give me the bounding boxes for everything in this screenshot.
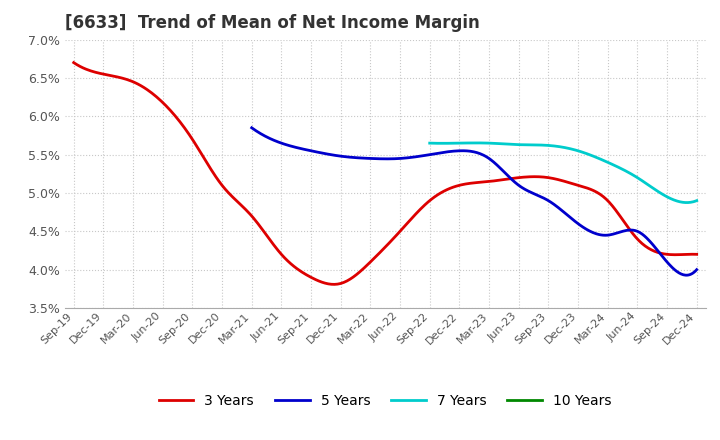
7 Years xyxy=(532,142,541,147)
7 Years xyxy=(693,198,701,203)
3 Years xyxy=(463,181,472,187)
3 Years xyxy=(316,279,325,284)
3 Years xyxy=(272,246,281,251)
7 Years xyxy=(594,156,603,161)
3 Years xyxy=(330,282,339,287)
7 Years xyxy=(620,168,629,173)
5 Years xyxy=(693,267,701,272)
5 Years xyxy=(527,190,536,195)
3 Years xyxy=(693,252,701,257)
Line: 7 Years: 7 Years xyxy=(430,143,697,202)
Line: 5 Years: 5 Years xyxy=(252,128,697,275)
5 Years xyxy=(571,219,580,224)
5 Years xyxy=(423,152,432,158)
5 Years xyxy=(392,156,401,161)
3 Years xyxy=(523,174,532,180)
Legend: 3 Years, 5 Years, 7 Years, 10 Years: 3 Years, 5 Years, 7 Years, 10 Years xyxy=(153,389,617,414)
7 Years xyxy=(513,142,522,147)
7 Years xyxy=(472,140,481,146)
5 Years xyxy=(683,272,691,278)
3 Years xyxy=(69,60,78,65)
Text: [6633]  Trend of Mean of Net Income Margin: [6633] Trend of Mean of Net Income Margi… xyxy=(65,15,480,33)
7 Years xyxy=(457,140,466,146)
7 Years xyxy=(618,167,627,172)
5 Years xyxy=(301,147,310,152)
7 Years xyxy=(683,200,691,205)
5 Years xyxy=(569,217,577,222)
Line: 3 Years: 3 Years xyxy=(73,62,697,284)
7 Years xyxy=(426,140,434,146)
5 Years xyxy=(248,125,256,130)
3 Years xyxy=(521,174,529,180)
3 Years xyxy=(144,88,153,93)
